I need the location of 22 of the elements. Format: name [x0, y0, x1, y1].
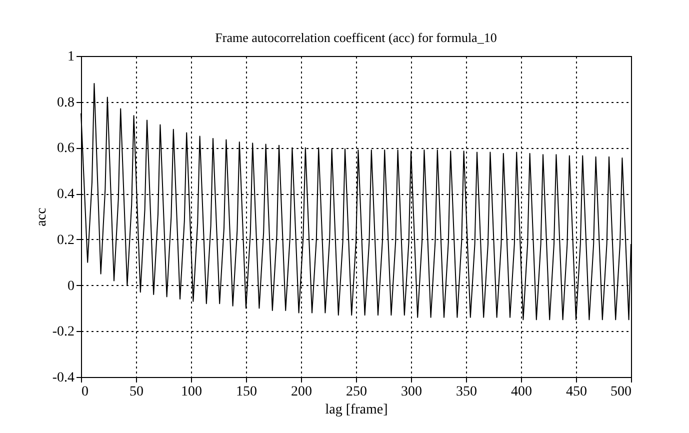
x-tick-label: 450 [566, 384, 587, 400]
y-tick-label: -0.4 [52, 370, 74, 386]
y-tick-label: 0.4 [57, 187, 74, 202]
x-tick-label: 0 [82, 384, 88, 400]
y-tick-label: 0.6 [57, 141, 74, 156]
y-tick-label: 0.2 [57, 232, 74, 248]
x-tick-label: 250 [346, 384, 367, 400]
y-tick-label: 0 [68, 278, 74, 294]
x-tick-label: 50 [130, 384, 144, 400]
x-tick-label: 200 [291, 384, 312, 400]
x-tick-label: 100 [181, 384, 202, 400]
x-axis-title: lag [frame] [325, 402, 388, 418]
y-axis-title: acc [34, 208, 50, 226]
y-tick-label: 0.8 [57, 95, 74, 110]
x-tick-label: 500 [610, 384, 632, 400]
y-tick-label: -0.2 [52, 324, 74, 340]
y-tick-label: 1 [68, 50, 74, 64]
x-tick-label: 300 [401, 384, 422, 400]
x-tick-label: 150 [236, 384, 257, 400]
x-tick-label: 400 [511, 384, 532, 400]
chart-title: Frame autocorrelation coefficent (acc) for formula_10 [215, 30, 497, 45]
x-tick-label: 350 [456, 384, 477, 400]
